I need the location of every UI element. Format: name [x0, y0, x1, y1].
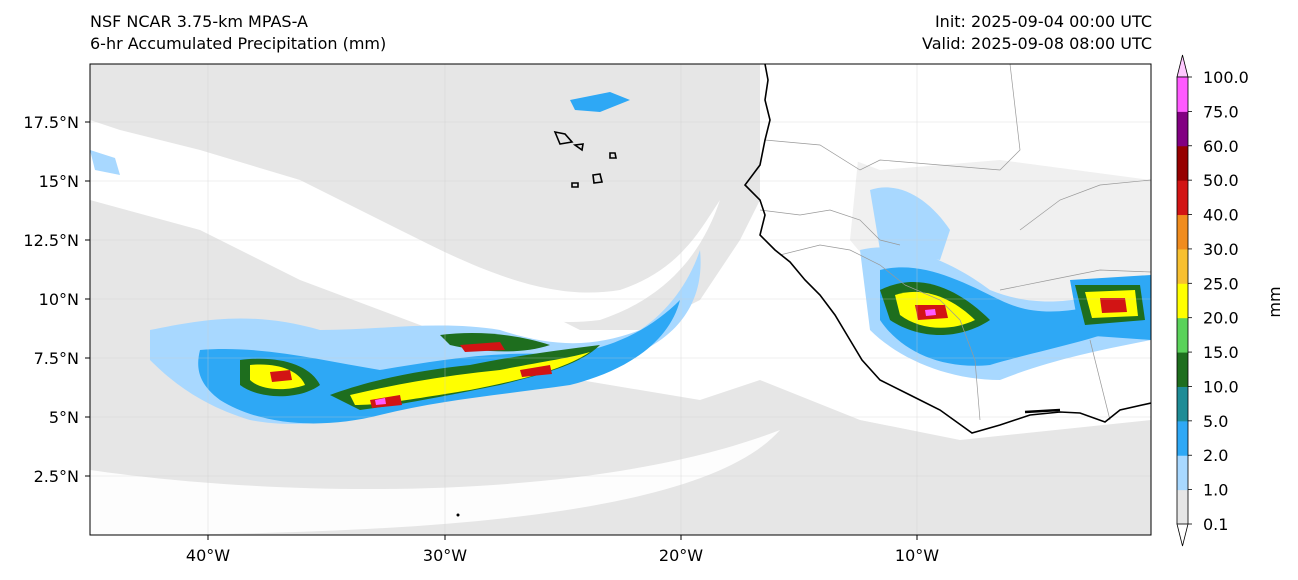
colorbar-level-label: 0.1	[1203, 515, 1228, 534]
lon-label: 10°W	[895, 546, 939, 565]
colorbar-level-label: 25.0	[1203, 274, 1239, 293]
colorbar-segment	[1177, 214, 1188, 250]
colorbar-segment	[1177, 248, 1188, 284]
country-borders	[759, 64, 1151, 421]
colorbar-level-label: 5.0	[1203, 412, 1228, 431]
colorbar-level-label: 10.0	[1203, 377, 1239, 396]
colorbar-level-label: 30.0	[1203, 240, 1239, 259]
lat-label: 15°N	[39, 172, 79, 191]
colorbar: 0.1 1.0 2.0 5.0 10.0 15.0 20.0 25.0 30.0 40.0 50.0…	[1176, 54, 1249, 547]
valid-time: Valid: 2025-09-08 08:00 UTC	[921, 34, 1152, 53]
lat-label: 10°N	[39, 290, 79, 309]
colorbar-segment	[1177, 111, 1188, 147]
colorbar-level-label: 75.0	[1203, 102, 1239, 121]
colorbar-level-label: 1.0	[1203, 481, 1228, 500]
colorbar-frame	[1176, 76, 1189, 525]
colorbar-level-label: 60.0	[1203, 137, 1239, 156]
precip-intense	[270, 298, 1127, 408]
colorbar-level-label: 100.0	[1203, 68, 1249, 87]
colorbar-level-label: 20.0	[1203, 309, 1239, 328]
lon-label: 30°W	[423, 546, 467, 565]
precip-extreme	[375, 309, 936, 405]
map-panel	[90, 64, 1151, 535]
lat-label: 5°N	[49, 408, 79, 427]
colorbar-segment	[1177, 317, 1188, 353]
lon-axis: 40°W 30°W 20°W 10°W	[186, 535, 939, 565]
lat-label: 2.5°N	[34, 467, 79, 486]
colorbar-segment	[1177, 489, 1188, 525]
island-dot	[456, 513, 460, 517]
colorbar-segment	[1177, 180, 1188, 216]
init-time: Init: 2025-09-04 00:00 UTC	[934, 12, 1152, 31]
lat-axis: 17.5°N 15°N 12.5°N 10°N 7.5°N 5°N 2.5°N	[23, 113, 90, 486]
lat-label: 7.5°N	[34, 349, 79, 368]
coastline	[553, 64, 1151, 434]
colorbar-segment	[1177, 145, 1188, 181]
colorbar-segment	[1177, 283, 1188, 319]
colorbar-segment	[1177, 420, 1188, 456]
lon-label: 20°W	[659, 546, 703, 565]
colorbar-unit-label: mm	[1265, 286, 1284, 317]
colorbar-segment	[1177, 386, 1188, 422]
colorbar-extend-max	[1176, 54, 1189, 78]
colorbar-level-label: 15.0	[1203, 343, 1239, 362]
colorbar-segment	[1177, 352, 1188, 387]
colorbar-level-label: 40.0	[1203, 206, 1239, 225]
colorbar-level-label: 2.0	[1203, 446, 1228, 465]
colorbar-segment	[1177, 77, 1188, 112]
field-title: 6-hr Accumulated Precipitation (mm)	[90, 34, 387, 53]
graticule	[90, 64, 1151, 535]
model-title: NSF NCAR 3.75-km MPAS-A	[90, 12, 308, 31]
lat-label: 17.5°N	[23, 113, 79, 132]
colorbar-segment	[1177, 455, 1188, 491]
colorbar-extend-min	[1176, 523, 1189, 547]
colorbar-level-label: 50.0	[1203, 171, 1239, 190]
lon-label: 40°W	[186, 546, 230, 565]
lat-label: 12.5°N	[23, 231, 79, 250]
